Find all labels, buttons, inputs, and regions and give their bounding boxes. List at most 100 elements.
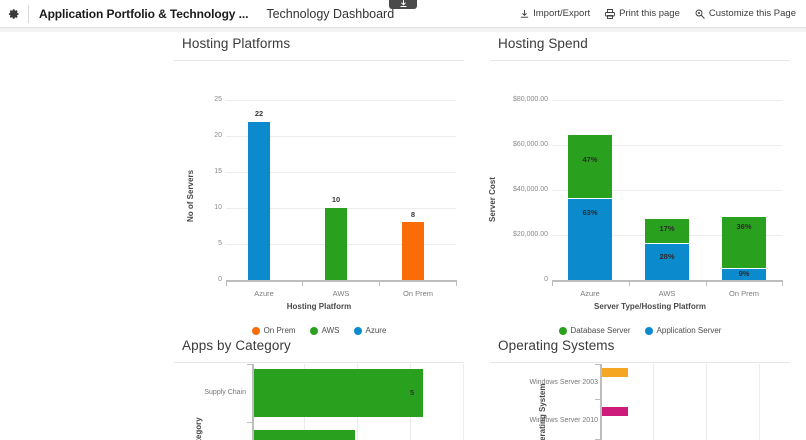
- legend-color-swatch: [251, 326, 260, 335]
- card-operating-systems: Operating Systems Windows Server 2003 Wi…: [490, 338, 790, 440]
- x-axis-tick: [226, 280, 227, 286]
- x-axis-tick: [706, 280, 707, 286]
- xtick-label: AWS: [658, 289, 676, 298]
- card-rule: [490, 60, 790, 61]
- y-axis-title: Category: [194, 417, 203, 440]
- vgridline: [463, 364, 464, 440]
- ytick-label: 0: [218, 276, 222, 283]
- x-axis-tick: [456, 280, 457, 286]
- card-hosting-spend: Hosting Spend $80,000.00 $60,000.00 $40,…: [488, 36, 790, 335]
- settings-gear-button[interactable]: [0, 8, 28, 20]
- magnifier-gear-icon: [694, 8, 706, 20]
- chart-hosting-spend[interactable]: $80,000.00 $60,000.00 $40,000.00 $20,000…: [488, 62, 790, 312]
- x-axis-title: Server Type/Hosting Platform: [594, 302, 706, 311]
- print-page-button[interactable]: Print this page: [604, 8, 680, 20]
- legend-color-swatch: [558, 326, 567, 335]
- legend-color-swatch: [644, 326, 653, 335]
- gridline: [552, 145, 782, 146]
- card-title-operating-systems: Operating Systems: [498, 338, 615, 353]
- x-axis-tick: [379, 280, 380, 286]
- xtick-label: AWS: [332, 289, 350, 298]
- xtick-label: Azure: [580, 289, 600, 298]
- bar-windows-server-2003[interactable]: [602, 368, 628, 377]
- page-title: Technology Dashboard: [266, 6, 395, 21]
- top-bar: Application Portfolio & Technology ... T…: [0, 0, 806, 28]
- x-axis-tick: [629, 280, 630, 286]
- legend-item-application-server[interactable]: Application Server: [644, 326, 722, 335]
- ytick-label: $40,000.00: [512, 186, 548, 193]
- legend-color-swatch: [309, 326, 318, 335]
- bar-aws-application-server[interactable]: [645, 244, 689, 280]
- y-axis-line: [252, 364, 254, 440]
- bar-azure-application-server[interactable]: [568, 199, 612, 280]
- y-axis-tick: [247, 364, 253, 365]
- card-title-hosting-spend: Hosting Spend: [498, 36, 588, 51]
- ytick-label: $20,000.00: [512, 231, 548, 238]
- printer-icon: [604, 8, 616, 20]
- gridline: [226, 136, 456, 137]
- chart-hosting-platforms[interactable]: 25 20 15 10 5 0 No of Servers: [174, 62, 464, 312]
- legend-hosting-spend: Database Server Application Server: [490, 326, 790, 335]
- ytick-label: $80,000.00: [512, 96, 548, 103]
- vgridline: [759, 364, 760, 440]
- bar-aws[interactable]: [325, 208, 347, 280]
- y-axis-title: No of Servers: [186, 169, 195, 222]
- legend-item-aws[interactable]: AWS: [309, 326, 340, 335]
- card-title-hosting-platforms: Hosting Platforms: [182, 36, 291, 51]
- ytick-label: $60,000.00: [512, 141, 548, 148]
- bar-on-prem-application-server[interactable]: [722, 268, 766, 280]
- x-axis-tick: [302, 280, 303, 286]
- legend-item-database-server[interactable]: Database Server: [558, 326, 631, 335]
- bar-next-category[interactable]: [254, 430, 355, 440]
- segment-label: 9%: [738, 269, 750, 278]
- ytick-label: 5: [218, 240, 222, 247]
- bar-value-label: 5: [410, 388, 415, 397]
- y-axis-tick: [595, 364, 601, 365]
- legend-label: Database Server: [570, 326, 631, 335]
- card-title-apps-by-category: Apps by Category: [182, 338, 291, 353]
- header-underband: [0, 28, 806, 32]
- x-axis-tick: [782, 280, 783, 286]
- ytick-label: Windows Server 2010: [529, 417, 598, 424]
- card-apps-by-category: Apps by Category 5 Supply Chain Category: [174, 338, 464, 440]
- gridline: [552, 100, 782, 101]
- gridline: [552, 190, 782, 191]
- y-axis-tick: [595, 399, 601, 400]
- ytick-label: 20: [214, 132, 222, 139]
- bar-windows-server-2010[interactable]: [602, 407, 628, 416]
- xtick-label: On Prem: [728, 289, 759, 298]
- chart-operating-systems[interactable]: Windows Server 2003 Windows Server 2010 …: [490, 364, 790, 440]
- x-axis-title: Hosting Platform: [286, 302, 352, 311]
- customize-page-button[interactable]: Customize this Page: [694, 8, 796, 20]
- card-rule: [174, 362, 464, 363]
- bar-azure[interactable]: [248, 121, 270, 280]
- card-rule: [174, 60, 464, 61]
- customize-page-label: Customize this Page: [708, 8, 796, 19]
- header-actions: Import/Export Print this page: [519, 8, 806, 20]
- bar-on-prem[interactable]: [402, 222, 424, 280]
- floating-download-badge[interactable]: [389, 0, 417, 9]
- x-axis-line: [226, 280, 456, 282]
- legend-label: Application Server: [656, 326, 722, 335]
- bar-value-label: 8: [410, 210, 416, 219]
- legend-item-azure[interactable]: Azure: [353, 326, 386, 335]
- bar-azure-database-server[interactable]: [568, 135, 612, 198]
- y-axis-title: Operating System: [538, 383, 547, 440]
- dashboard-content: Hosting Platforms 25 20 15 10 5 0 No of …: [0, 32, 806, 440]
- bar-on-prem-database-server[interactable]: [722, 217, 766, 268]
- segment-label: 36%: [736, 222, 752, 231]
- import-export-button[interactable]: Import/Export: [519, 8, 590, 20]
- y-axis-line: [600, 364, 602, 440]
- y-axis-title: Server Cost: [488, 177, 497, 222]
- ytick-label: Supply Chain: [204, 389, 246, 396]
- ytick-label: 10: [214, 204, 222, 211]
- gridline: [226, 172, 456, 173]
- chart-apps-by-category[interactable]: 5 Supply Chain Category: [174, 364, 464, 440]
- header-divider: [28, 4, 29, 23]
- bar-supply-chain[interactable]: [254, 369, 423, 417]
- bar-aws-database-server[interactable]: [645, 219, 689, 243]
- legend-item-on-prem[interactable]: On Prem: [251, 326, 296, 335]
- ytick-label: Windows Server 2003: [529, 379, 598, 386]
- segment-label: 28%: [659, 252, 675, 261]
